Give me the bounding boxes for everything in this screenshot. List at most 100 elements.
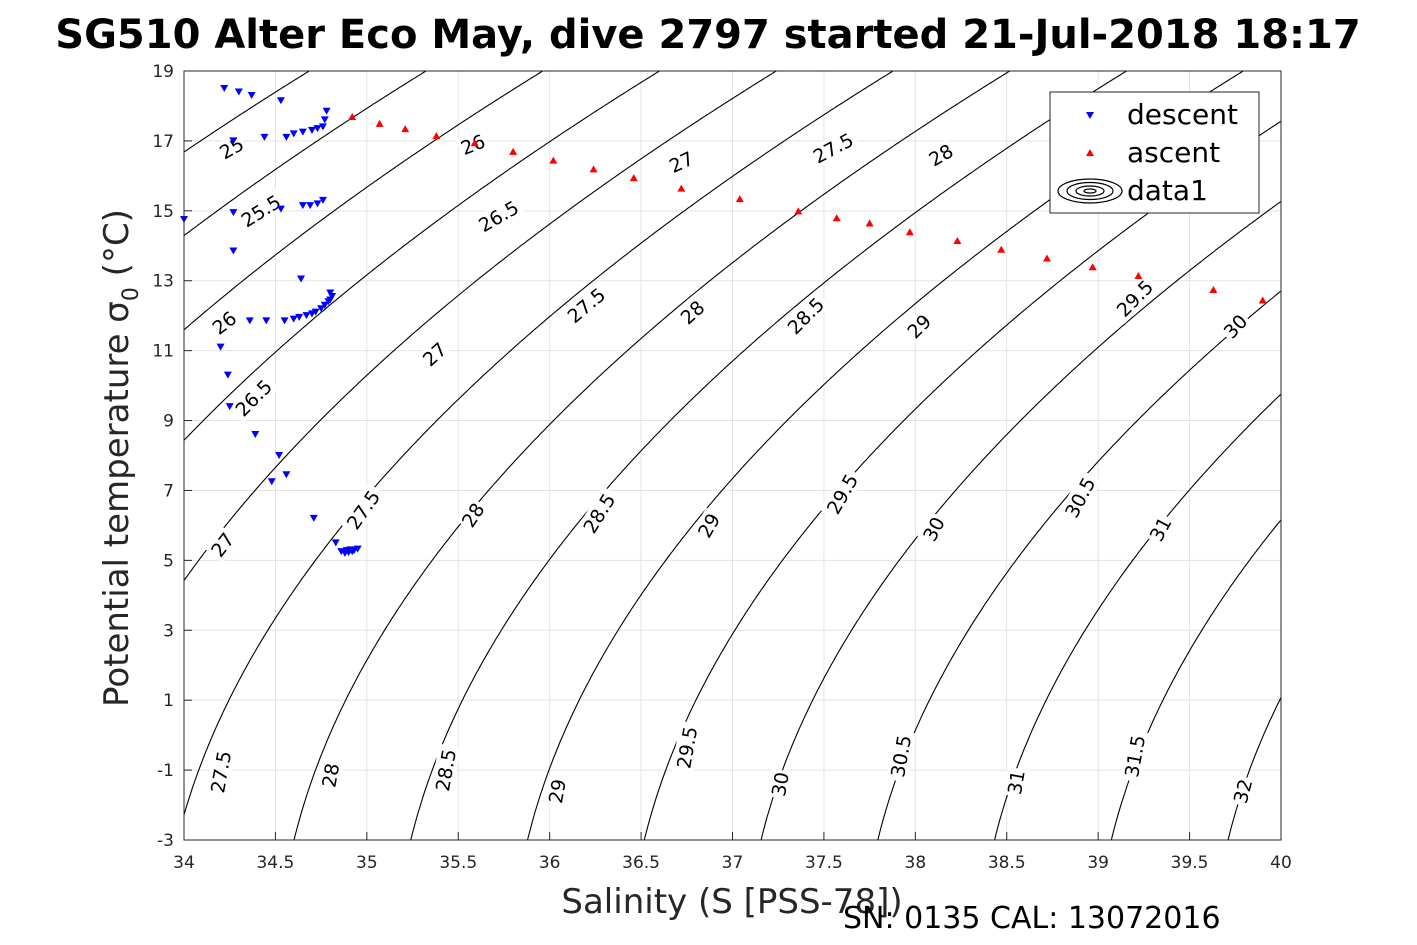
contour-label-bg [917, 511, 950, 547]
descent-point [280, 317, 289, 325]
x-tick-label: 34 [173, 853, 195, 873]
ascent-point [401, 125, 410, 133]
ascent-point [375, 119, 384, 127]
contour-label-bg [1119, 729, 1150, 783]
ascent-point [953, 237, 962, 245]
descent-point [267, 478, 276, 486]
descent-point [302, 312, 311, 320]
contour-label-bg [430, 743, 461, 797]
contour-label-text: 30 [768, 770, 794, 798]
contour-label-bg [780, 290, 832, 342]
legend-ascent-label: ascent [1127, 136, 1220, 169]
descent-point [318, 196, 327, 204]
x-tick-label: 40 [1270, 853, 1292, 873]
contour-label: 29.5 [1109, 272, 1161, 324]
contour-label-bg [820, 466, 865, 522]
ascent-point [509, 147, 518, 155]
descent-point [297, 275, 306, 283]
ascent-point [629, 174, 638, 182]
ascent-point [1134, 271, 1143, 279]
contour-label-bg [559, 280, 613, 330]
y-tick-label: 19 [152, 62, 174, 82]
contour-label-text: 28 [318, 762, 344, 790]
descent-point [306, 202, 315, 210]
isopycnal-32 [1227, 697, 1281, 840]
y-tick-label: 15 [152, 202, 174, 222]
contour-label-bg [205, 745, 236, 799]
y-tick-label: 7 [163, 481, 174, 501]
contour-label-bg [471, 194, 526, 239]
descent-point [220, 84, 229, 92]
descent-point [223, 371, 232, 379]
descent-point [331, 539, 340, 547]
contour-label-bg [692, 507, 726, 544]
contour-label-bg [923, 138, 959, 172]
descent-point [320, 116, 329, 124]
contour-label-bg [663, 146, 699, 178]
ascent-point [865, 219, 874, 227]
y-tick-label: 9 [163, 412, 174, 432]
descent-point [251, 431, 260, 439]
isopycnal-26.5 [184, 71, 661, 441]
footer-serial-cal: SN: 0135 CAL: 13072016 [843, 901, 1221, 936]
contour-label-bg [206, 305, 243, 340]
ascent-point [832, 214, 841, 222]
descent-point [289, 315, 298, 323]
descent-series [180, 84, 362, 557]
descent-point [298, 128, 307, 136]
isopycnal-31 [994, 393, 1281, 840]
contour-label-bg [213, 131, 250, 165]
ascent-point [348, 112, 357, 120]
descent-point [262, 317, 271, 325]
y-tick-label: 13 [152, 272, 174, 292]
descent-point [229, 209, 238, 217]
ascent-point [794, 207, 803, 215]
ascent-point [997, 245, 1006, 253]
y-tick-label: 1 [163, 691, 174, 711]
descent-point [282, 133, 291, 141]
legend-ascent-marker [1086, 149, 1094, 156]
x-tick-label: 36 [539, 853, 561, 873]
descent-point [247, 91, 256, 99]
ascent-point [432, 132, 441, 140]
contour-label-text: 29 [545, 777, 571, 805]
x-axis-ticks: 34 34.5 35 35.5 36 36.5 37 37.5 38 38.5 39 39.5 40 [173, 832, 1292, 873]
ascent-point [589, 165, 598, 173]
descent-point [353, 545, 362, 553]
y-tick-label: 5 [163, 551, 174, 571]
contour-label-bg [1109, 272, 1161, 324]
contour-label-bg [416, 336, 453, 372]
contour-label-bg [1217, 308, 1253, 344]
ascent-point [1088, 263, 1097, 271]
y-tick-label: 3 [163, 621, 174, 641]
x-tick-label: 36.5 [622, 853, 660, 873]
contour-label-bg [339, 482, 387, 537]
x-tick-label: 39 [1087, 853, 1109, 873]
contour-label: 28 [317, 759, 344, 791]
contour-label-bg [885, 729, 916, 783]
contour-label-bg [805, 126, 861, 170]
isopycnal-25 [184, 71, 311, 153]
contour-label-bg [543, 775, 571, 807]
contour-label-bg [1144, 511, 1177, 547]
isopycnal-28 [293, 71, 1011, 840]
isopycnal-25.5 [184, 71, 428, 237]
descent-point [234, 88, 243, 96]
legend-data1-marker [1057, 178, 1123, 204]
descent-point [229, 137, 238, 145]
y-tick-label: 11 [152, 342, 174, 362]
x-tick-label: 37 [722, 853, 744, 873]
descent-point [289, 130, 298, 138]
contour-label: 29 [543, 775, 571, 807]
x-tick-label: 38.5 [988, 853, 1026, 873]
descent-point [260, 133, 269, 141]
descent-point [298, 202, 307, 210]
ascent-point [1258, 296, 1267, 304]
contour-label-bg [671, 720, 702, 774]
descent-point [229, 247, 238, 255]
y-axis-label: Potential temperature σ0 (°C) [97, 209, 144, 707]
x-tick-label: 39.5 [1171, 853, 1209, 873]
ascent-point [470, 139, 479, 147]
